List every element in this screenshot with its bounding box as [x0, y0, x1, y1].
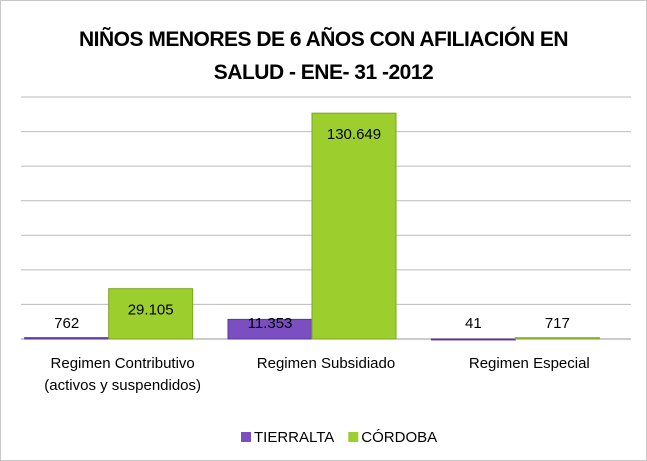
legend-swatch	[348, 432, 359, 442]
bar	[108, 288, 194, 340]
x-tick-label: Regimen Subsidiado	[256, 355, 396, 372]
bar	[514, 337, 600, 340]
x-tick-label: Regimen Contributivo (activos y suspendi…	[44, 355, 202, 394]
legend-label: CÓRDOBA	[361, 429, 437, 446]
bar	[24, 337, 110, 340]
chart-title: NIÑOS MENORES DE 6 AÑOS CON AFILIACIÓN E…	[79, 28, 569, 84]
legend-label: TIERRALTA	[254, 429, 334, 446]
bar	[430, 338, 516, 341]
x-tick-label: Regimen Especial	[468, 355, 590, 372]
data-label: 29.105	[128, 302, 174, 319]
data-label: 11.353	[248, 315, 293, 332]
data-label: 762	[54, 315, 79, 332]
legend-swatch	[241, 432, 251, 442]
bar	[311, 112, 397, 340]
data-label: 130.649	[327, 126, 381, 143]
data-label: 41	[465, 315, 482, 332]
data-label: 717	[545, 315, 570, 332]
